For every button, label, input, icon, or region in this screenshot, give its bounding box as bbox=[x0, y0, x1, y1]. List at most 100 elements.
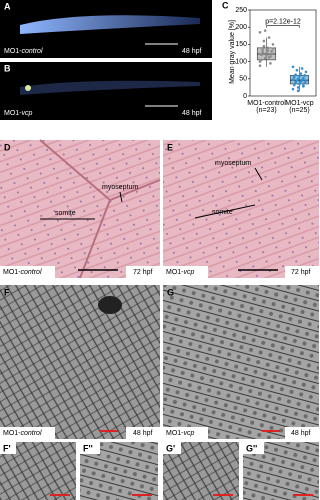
panel-letter: E bbox=[167, 142, 173, 152]
point bbox=[303, 74, 307, 77]
time: 72 hpf bbox=[291, 269, 311, 276]
point bbox=[293, 75, 296, 79]
panel-g: G MO1-vcp 48 hpf bbox=[163, 285, 319, 439]
point bbox=[302, 76, 305, 80]
point bbox=[271, 47, 275, 50]
y-tick-label: 150 bbox=[235, 41, 247, 48]
point bbox=[300, 67, 304, 70]
panel-f: F MO1-control 48 hpf bbox=[0, 285, 160, 439]
label: MO1-control bbox=[3, 430, 42, 437]
eye bbox=[25, 85, 31, 91]
panel-letter: F' bbox=[3, 443, 11, 453]
panel-letter: B bbox=[4, 63, 11, 73]
panel-letter: G bbox=[167, 287, 174, 297]
point bbox=[298, 74, 301, 78]
point bbox=[262, 44, 266, 48]
note: somite bbox=[55, 210, 76, 217]
significance-bracket bbox=[266, 25, 300, 28]
point bbox=[263, 29, 267, 32]
point bbox=[271, 43, 275, 46]
point bbox=[296, 77, 300, 81]
label-box bbox=[163, 266, 208, 278]
image bbox=[163, 140, 319, 278]
annotation: p=2.12e-12 bbox=[265, 18, 301, 25]
time: 48 hpf bbox=[291, 430, 311, 437]
point bbox=[266, 46, 270, 50]
panel-f1: F' bbox=[0, 442, 76, 500]
point bbox=[262, 39, 266, 43]
y-axis-label: Mean gray value [%] bbox=[229, 20, 236, 84]
panel-g2: G'' bbox=[243, 442, 319, 500]
point bbox=[267, 36, 271, 39]
label-box bbox=[285, 427, 319, 439]
panel-letter: G' bbox=[166, 443, 175, 453]
point bbox=[266, 49, 270, 52]
point bbox=[260, 53, 263, 57]
label: MO1-vcp bbox=[166, 269, 195, 276]
label-box bbox=[80, 442, 100, 454]
point bbox=[295, 68, 299, 72]
y-tick-label: 50 bbox=[239, 76, 247, 83]
time: 48 hpf bbox=[182, 110, 202, 117]
point bbox=[304, 79, 308, 83]
y-tick-label: 200 bbox=[235, 24, 247, 31]
arrow bbox=[254, 167, 263, 181]
x-tick-label: (n=23) bbox=[256, 107, 276, 114]
panel-letter: F bbox=[4, 287, 10, 297]
y-tick-label: 250 bbox=[235, 7, 247, 14]
point bbox=[291, 65, 295, 69]
septum bbox=[39, 139, 161, 279]
point bbox=[261, 48, 264, 51]
x-tick-label: MO1-vcp bbox=[285, 100, 314, 107]
note: myoseptum bbox=[215, 160, 251, 167]
label: MO1-vcp bbox=[166, 430, 195, 437]
image bbox=[0, 140, 160, 278]
fish bbox=[20, 15, 200, 34]
x-tick-label: MO1-control bbox=[247, 100, 286, 107]
panel-letter: G'' bbox=[246, 443, 257, 453]
x-tick-label: (n=25) bbox=[289, 107, 309, 114]
point bbox=[304, 70, 308, 74]
label: MO1-vcp bbox=[4, 110, 33, 117]
label-box bbox=[0, 442, 16, 454]
image bbox=[0, 285, 160, 439]
time: 48 hpf bbox=[182, 48, 202, 55]
label: MO1-control bbox=[4, 48, 43, 55]
fish bbox=[20, 80, 200, 95]
image bbox=[163, 285, 319, 439]
label-box bbox=[243, 442, 264, 454]
panel-b: B MO1-vcp 48 hpf bbox=[0, 62, 212, 120]
label-box bbox=[0, 427, 55, 439]
point bbox=[300, 78, 304, 82]
point bbox=[299, 72, 303, 75]
time: 48 hpf bbox=[133, 430, 153, 437]
nucleus bbox=[98, 296, 122, 314]
panel-f2: F'' bbox=[80, 442, 158, 500]
panel-c: C Mean gray value [%] 0 50 100 150 200 250 MO1… bbox=[222, 0, 317, 114]
point bbox=[270, 52, 274, 56]
label-box bbox=[163, 427, 208, 439]
panel-letter: D bbox=[4, 142, 11, 152]
panel-letter: A bbox=[4, 1, 11, 11]
time: 72 hpf bbox=[133, 269, 153, 276]
point bbox=[291, 87, 295, 91]
label-box bbox=[126, 266, 160, 278]
point bbox=[261, 50, 264, 54]
point bbox=[267, 56, 271, 59]
panel-d: D myoseptum somite MO1-control 72 hpf bbox=[0, 139, 161, 279]
point bbox=[291, 78, 295, 81]
arrow bbox=[194, 204, 256, 219]
point bbox=[270, 49, 274, 53]
panel-e: E myoseptum somite MO1-vcp 72 hpf bbox=[163, 140, 319, 278]
point bbox=[296, 86, 300, 89]
point bbox=[258, 64, 262, 68]
label-box bbox=[0, 266, 55, 278]
arrow bbox=[119, 191, 123, 203]
point bbox=[263, 56, 267, 60]
point bbox=[302, 85, 305, 88]
point bbox=[258, 31, 262, 34]
point bbox=[265, 54, 268, 57]
point bbox=[303, 81, 307, 85]
y-tick-label: 0 bbox=[243, 93, 247, 100]
